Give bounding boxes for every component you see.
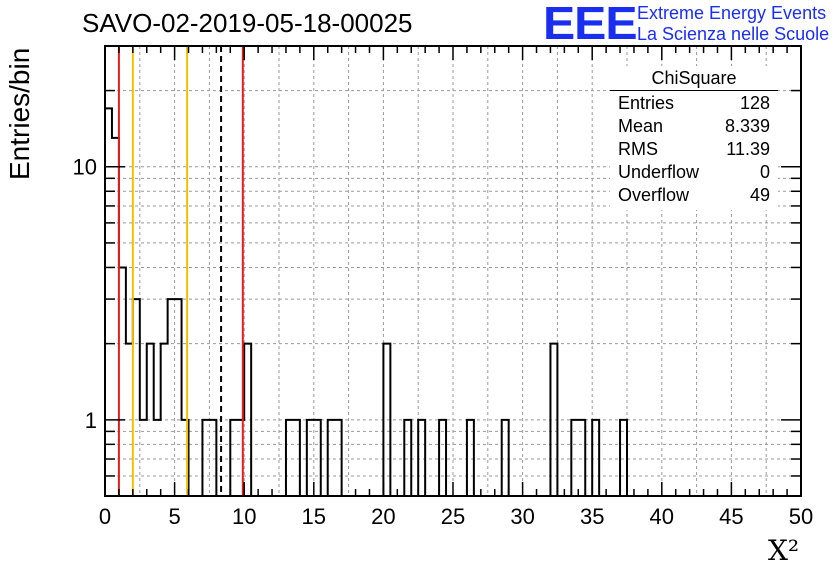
- histogram-bin: [202, 420, 209, 496]
- stat-label: Entries: [618, 93, 675, 113]
- histogram-bin: [550, 344, 557, 496]
- histogram-bin: [175, 299, 182, 496]
- stats-title: ChiSquare: [651, 68, 737, 88]
- histogram-bin: [307, 420, 314, 496]
- x-tick-label: 20: [371, 504, 395, 529]
- x-tick-label: 50: [789, 504, 813, 529]
- histogram-bin: [154, 420, 161, 496]
- histogram-bin: [467, 420, 474, 496]
- stat-value: 0: [759, 162, 770, 182]
- stat-row-rms: RMS 11.39: [618, 139, 770, 161]
- y-axis-label: Entries/bin: [4, 47, 35, 180]
- histogram-bin: [620, 420, 627, 496]
- logo-line-1: Extreme Energy Events: [637, 3, 827, 23]
- x-tick-label: 5: [168, 504, 180, 529]
- histogram-bin: [418, 420, 425, 496]
- histogram-bin: [502, 420, 509, 496]
- histogram-bin: [133, 299, 140, 496]
- histogram-bin: [244, 344, 251, 496]
- x-tick-label: 0: [99, 504, 111, 529]
- histogram-bin: [571, 420, 578, 496]
- x-tick-label: 35: [580, 504, 604, 529]
- logo-line-2: La Scienza nelle Scuole: [637, 24, 830, 44]
- stat-row-overflow: Overflow 49: [618, 185, 770, 207]
- histogram-bin: [168, 299, 175, 496]
- stat-value: 49: [749, 185, 770, 205]
- x-tick-label: 15: [302, 504, 326, 529]
- histogram-bin: [592, 420, 599, 496]
- histogram-bin: [230, 420, 237, 496]
- stat-row-entries: Entries 128: [618, 93, 770, 115]
- histogram-bin: [140, 420, 147, 496]
- histogram-bin: [209, 420, 216, 496]
- stat-row-mean: Mean 8.339: [618, 116, 770, 138]
- x-tick-label: 10: [232, 504, 256, 529]
- y-tick-label: 10: [73, 155, 97, 180]
- stat-row-underflow: Underflow 0: [618, 162, 770, 184]
- histogram-bin: [328, 420, 335, 496]
- y-tick-label: 1: [85, 408, 97, 433]
- stats-box: ChiSquare Entries 128 Mean 8.339 RMS 11.…: [610, 66, 778, 210]
- histogram-bin: [578, 420, 585, 496]
- x-tick-label: 25: [441, 504, 465, 529]
- histogram-bin: [161, 344, 168, 496]
- histogram-bin: [286, 420, 293, 496]
- histogram-bin: [314, 420, 321, 496]
- eee-logo-mark: EEE: [543, 0, 638, 49]
- stat-label: RMS: [618, 139, 658, 159]
- stat-label: Underflow: [618, 162, 700, 182]
- stat-value: 128: [739, 93, 770, 113]
- histogram-bin: [404, 420, 411, 496]
- histogram-bin: [147, 344, 154, 496]
- histogram-bin: [439, 420, 446, 496]
- stats-divider: [610, 90, 778, 91]
- stat-value: 11.39: [726, 139, 770, 159]
- chart-title: SAVO-02-2019-05-18-00025: [82, 8, 413, 38]
- histogram-bin: [119, 267, 126, 496]
- x-tick-label: 40: [650, 504, 674, 529]
- x-axis-label: X²: [768, 534, 800, 567]
- stat-value: 8.339: [724, 116, 770, 136]
- stat-label: Mean: [618, 116, 664, 136]
- histogram-bin: [335, 420, 342, 496]
- histogram-bin: [126, 344, 133, 496]
- histogram-bin: [383, 344, 390, 496]
- stat-label: Overflow: [618, 185, 690, 205]
- x-tick-label: 45: [719, 504, 743, 529]
- histogram-bin: [293, 420, 300, 496]
- x-tick-label: 30: [510, 504, 534, 529]
